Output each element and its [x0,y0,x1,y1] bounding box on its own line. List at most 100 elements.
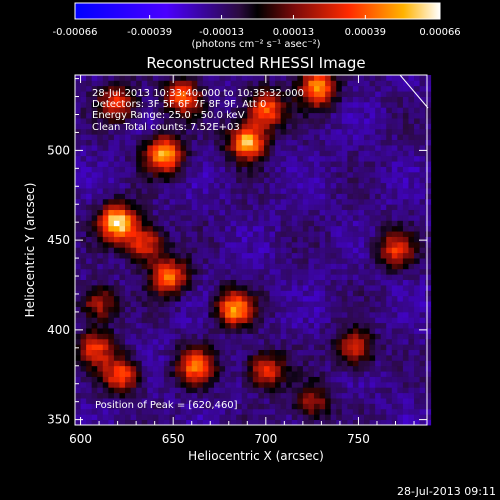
heatmap-cell [136,376,143,383]
heatmap-cell [213,225,220,232]
heatmap-cell [136,80,143,87]
heatmap-cell [291,161,298,167]
heatmap-cell [258,123,265,130]
heatmap-cell [225,306,232,313]
heatmap-cell [202,328,209,334]
heatmap-cell [113,376,120,383]
heatmap-cell [102,171,109,178]
heatmap-cell [308,247,315,254]
heatmap-cell [258,392,265,399]
heatmap-cell [286,295,293,302]
heatmap-cell [280,360,287,367]
heatmap-cell [113,290,120,297]
heatmap-cell [313,91,320,97]
heatmap-cell [408,328,415,334]
heatmap-cell [325,171,332,178]
heatmap-cell [263,80,270,87]
heatmap-cell [375,204,382,211]
heatmap-cell [341,215,348,221]
heatmap-cell [219,198,226,205]
heatmap-cell [269,118,276,124]
heatmap-cell [119,355,126,361]
heatmap-cell [102,301,109,307]
heatmap-cell [358,279,365,286]
heatmap-cell [375,295,382,302]
heatmap-cell [347,75,354,81]
heatmap-cell [169,403,176,410]
heatmap-cell [330,139,337,146]
heatmap-cell [241,279,248,286]
heatmap-cell [119,268,126,275]
heatmap-cell [102,295,109,302]
heatmap-cell [130,182,137,189]
heatmap-cell [197,344,204,351]
heatmap-cell [302,398,309,404]
heatmap-cell [80,231,87,237]
heatmap-cell [302,204,309,211]
heatmap-cell [275,91,282,97]
heatmap-cell [119,333,126,340]
heatmap-cell [419,231,426,237]
heatmap-cell [163,328,170,334]
heatmap-cell [425,414,432,421]
heatmap-cell [380,295,387,302]
heatmap-cell [75,258,81,264]
heatmap-cell [358,252,365,259]
heatmap-cell [80,225,87,232]
heatmap-cell [230,414,237,421]
heatmap-cell [308,376,315,383]
heatmap-cell [347,118,354,124]
heatmap-cell [341,150,348,157]
heatmap-cell [341,258,348,264]
heatmap-cell [391,371,398,377]
heatmap-cell [169,376,176,383]
heatmap-cell [297,177,304,184]
heatmap-cell [325,118,332,124]
heatmap-cell [119,290,126,297]
heatmap-cell [358,392,365,399]
heatmap-cell [247,274,254,281]
heatmap-cell [113,188,120,194]
heatmap-cell [291,198,298,205]
heatmap-cell [208,403,215,410]
heatmap-cell [369,306,376,313]
heatmap-cell [236,85,243,92]
heatmap-cell [402,408,409,415]
heatmap-cell [391,263,398,270]
heatmap-cell [86,414,93,421]
heatmap-cell [358,128,365,135]
heatmap-cell [308,408,315,415]
heatmap-cell [330,328,337,334]
heatmap-cell [275,338,282,345]
heatmap-cell [336,387,343,394]
heatmap-cell [97,215,104,221]
heatmap-cell [97,101,104,108]
heatmap-cell [302,333,309,340]
heatmap-cell [130,376,137,383]
heatmap-cell [419,215,426,221]
heatmap-cell [158,220,165,227]
heatmap-cell [158,118,165,124]
heatmap-cell [402,198,409,205]
heatmap-cell [125,355,131,361]
heatmap-cell [169,215,176,221]
heatmap-cell [341,360,348,367]
heatmap-cell [358,301,365,307]
heatmap-cell [191,85,198,92]
heatmap-cell [263,328,270,334]
heatmap-cell [102,118,109,124]
heatmap-cell [230,381,237,388]
heatmap-cell [313,290,320,297]
heatmap-cell [119,398,126,404]
heatmap-cell [136,204,143,211]
heatmap-cell [369,322,376,329]
heatmap-cell [397,381,404,388]
heatmap-cell [141,118,148,124]
heatmap-cell [319,403,326,410]
heatmap-cell [169,279,176,286]
heatmap-cell [364,101,370,108]
heatmap-cell [136,193,143,200]
heatmap-cell [163,177,170,184]
heatmap-cell [86,392,93,399]
heatmap-cell [414,101,420,108]
